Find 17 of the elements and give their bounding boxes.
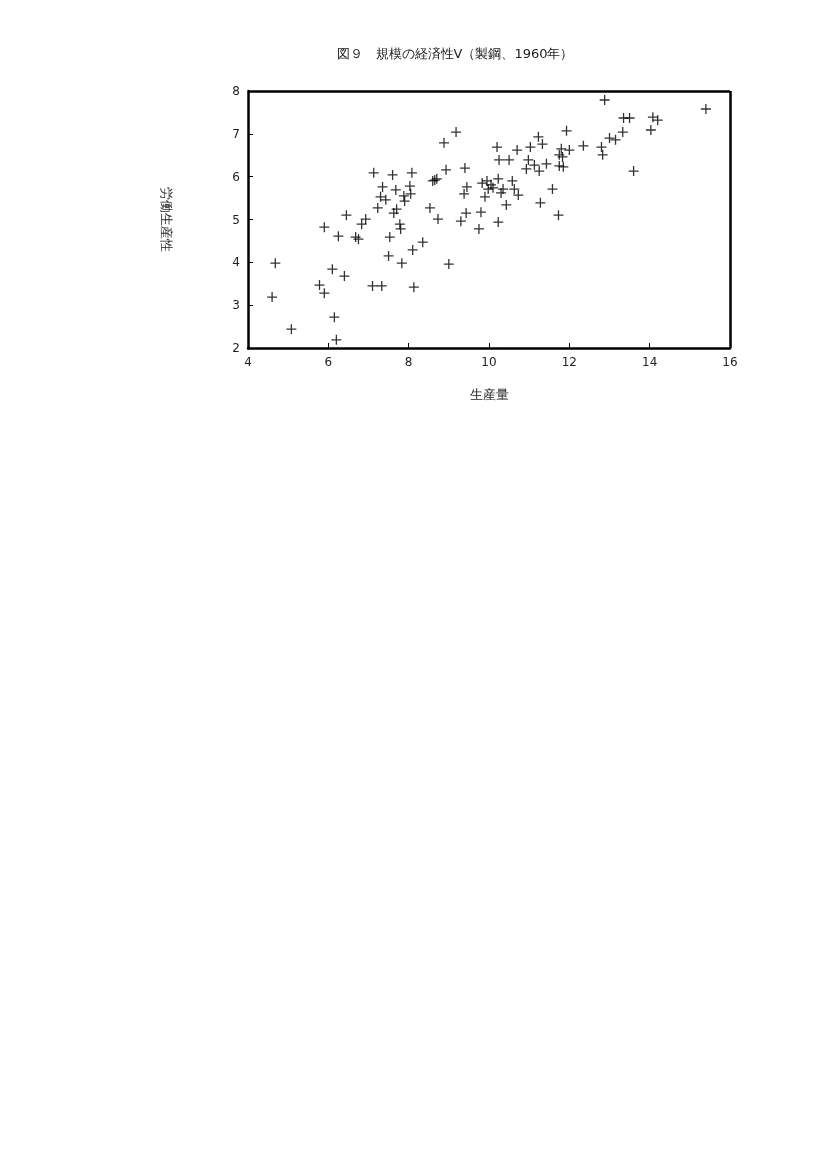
y-tick-label: 6 <box>232 169 240 184</box>
y-tick-label: 5 <box>232 212 240 227</box>
y-tick-label: 2 <box>232 341 240 355</box>
x-tick-label: 14 <box>642 355 658 369</box>
y-axis-title: 労働生産性 <box>159 187 174 252</box>
y-tick-label: 3 <box>232 298 240 313</box>
x-tick-label: 12 <box>561 355 577 369</box>
x-tick-label: 10 <box>481 355 497 369</box>
chart-title: 図９ 規模の経済性Ⅴ（製鋼、1960年） <box>336 46 574 61</box>
y-tick-label: 7 <box>232 126 240 141</box>
y-tick-label: 8 <box>232 84 240 98</box>
x-tick-label: 16 <box>722 355 738 369</box>
x-tick-label: 6 <box>324 355 333 369</box>
x-axis-title: 生産量 <box>469 387 509 402</box>
y-tick-label: 4 <box>232 255 240 270</box>
x-tick-label: 8 <box>404 355 413 369</box>
x-tick-label: 4 <box>244 355 252 369</box>
